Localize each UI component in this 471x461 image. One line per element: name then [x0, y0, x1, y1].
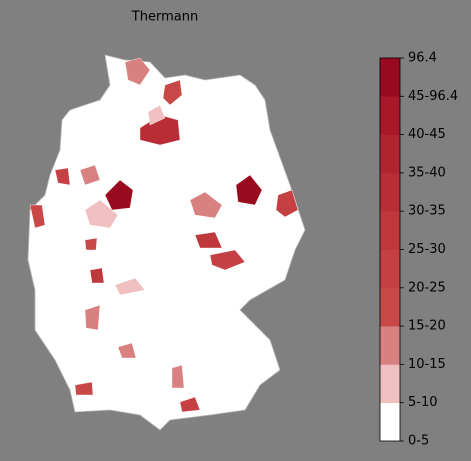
region: [104, 179, 134, 211]
colorbar-tick-label: 35-40: [408, 165, 446, 180]
colorbar-tick-label: 5-10: [408, 395, 438, 410]
region: [84, 237, 98, 251]
colorbar-tick-label: 96.4: [408, 51, 437, 66]
colorbar-segment: [380, 96, 400, 135]
colorbar-segment: [380, 364, 400, 403]
region: [209, 249, 246, 271]
germany-map: [27, 54, 306, 431]
colorbar-segment: [380, 287, 400, 327]
colorbar-segment: [380, 58, 400, 97]
region: [235, 174, 263, 206]
region: [84, 304, 101, 331]
colorbar-segment: [380, 249, 400, 289]
region: [84, 199, 119, 229]
colorbar-segment: [380, 134, 400, 174]
colorbar-tick-label: 30-35: [408, 204, 446, 219]
region: [194, 231, 223, 249]
region: [171, 364, 185, 389]
colorbar-tick-label: 20-25: [408, 280, 446, 295]
country-outline: [27, 54, 306, 431]
colorbar: 0-5 5-10 10-15 15-20 20-25 25-30 30-35 35-40 40-…: [379, 51, 458, 449]
colorbar-segment: [380, 402, 400, 442]
colorbar-tick-label: 45-96.4: [408, 89, 458, 104]
region: [54, 167, 71, 186]
map-title: Thermann: [131, 10, 198, 25]
region: [79, 164, 101, 186]
region: [179, 396, 201, 413]
region: [189, 191, 223, 219]
region: [124, 57, 151, 86]
colorbar-tick-label: 15-20: [408, 319, 446, 334]
colorbar-tick-label: 25-30: [408, 242, 446, 257]
region: [275, 189, 299, 218]
region: [147, 104, 166, 126]
region: [114, 277, 146, 296]
colorbar-segment: [380, 172, 400, 212]
region: [89, 267, 105, 284]
colorbar-tick-label: 40-45: [408, 127, 446, 142]
colorbar-segment: [380, 211, 400, 250]
region: [74, 381, 94, 396]
region: [117, 342, 137, 359]
region: [162, 79, 183, 106]
colorbar-segment: [380, 326, 400, 365]
colorbar-tick-label: 10-15: [408, 357, 446, 372]
colorbar-tick-label: 0-5: [408, 434, 429, 449]
region: [29, 204, 46, 229]
